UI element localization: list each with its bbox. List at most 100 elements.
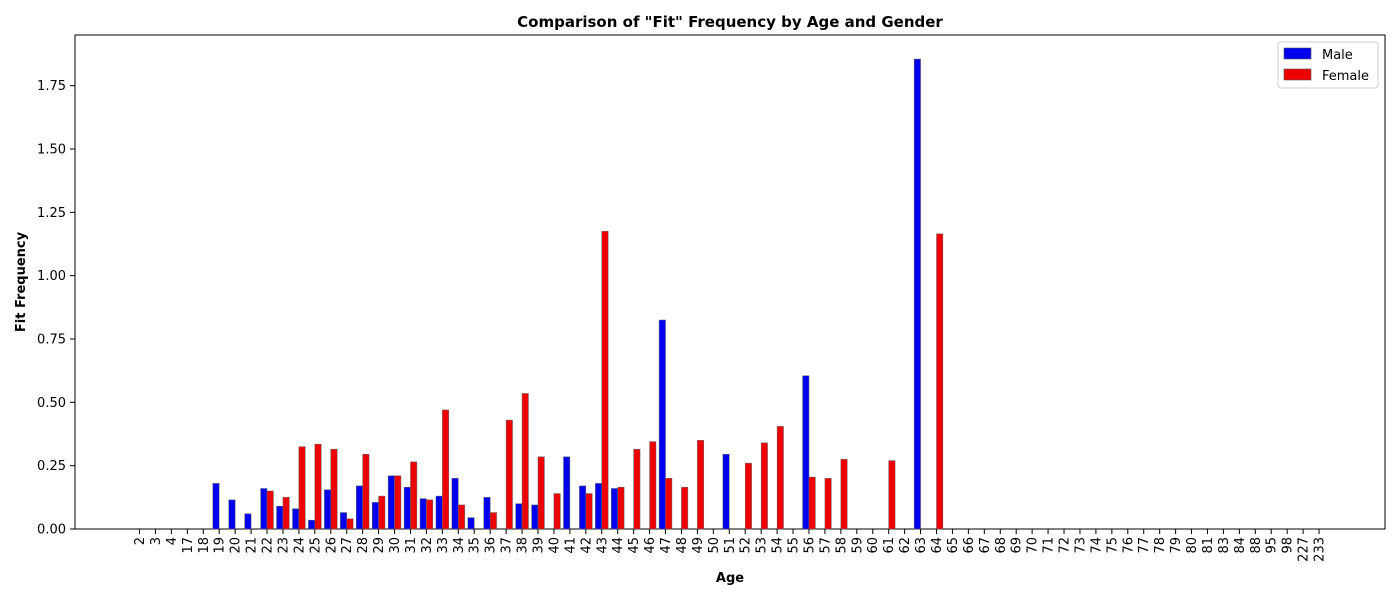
bar-female-age-23	[282, 497, 290, 530]
bar-female-age-40	[553, 493, 561, 530]
x-tick-label: 53	[755, 537, 770, 554]
x-tick-label: 233	[1313, 537, 1328, 562]
bar-male-age-35	[467, 517, 475, 530]
bar-male-age-44	[611, 488, 618, 530]
x-tick-label: 36	[484, 537, 499, 554]
x-tick-label: 32	[420, 537, 435, 554]
x-tick-label: 52	[739, 537, 754, 554]
bar-male-age-27	[340, 512, 347, 530]
bar-female-age-24	[298, 446, 306, 530]
x-tick-label: 84	[1233, 537, 1248, 554]
bar-male-age-24	[292, 508, 300, 530]
bars-layer	[212, 58, 944, 530]
bar-female-age-48	[681, 486, 689, 530]
x-tick-label: 60	[866, 537, 881, 554]
x-tick-label: 41	[563, 537, 578, 554]
x-tick-label: 66	[962, 537, 977, 554]
bar-male-age-43	[595, 483, 603, 530]
legend-label-female: Female	[1322, 69, 1369, 84]
bar-male-age-41	[563, 456, 571, 530]
x-tick-label: 79	[1169, 537, 1184, 554]
x-tick-label: 42	[579, 537, 594, 554]
bar-female-age-58	[840, 459, 848, 530]
x-tick-label: 43	[595, 537, 610, 554]
x-tick-label: 3	[149, 537, 164, 545]
y-tick-label: 1.75	[37, 79, 66, 94]
bar-male-age-38	[515, 503, 523, 530]
y-axis-ticks: 0.00 0.25 0.50 0.75 1.00 1.25 1.50 1.75	[37, 79, 75, 538]
x-tick-label: 24	[292, 537, 307, 554]
x-tick-label: 76	[1121, 537, 1136, 554]
y-tick-label: 1.25	[37, 206, 66, 221]
x-tick-label: 77	[1137, 537, 1152, 554]
y-axis-label: Fit Frequency	[14, 231, 29, 332]
x-tick-label: 19	[213, 537, 228, 554]
x-tick-label: 57	[818, 537, 833, 554]
x-tick-label: 54	[771, 537, 786, 554]
x-tick-label: 48	[675, 537, 690, 554]
bar-female-age-45	[633, 448, 641, 530]
bar-female-age-31	[410, 461, 418, 530]
x-tick-label: 69	[1010, 537, 1025, 554]
x-tick-label: 227	[1297, 537, 1312, 562]
x-tick-label: 62	[898, 537, 913, 554]
bar-female-age-56	[808, 476, 816, 530]
bar-female-age-52	[744, 462, 752, 530]
bar-female-age-34	[458, 504, 465, 530]
plot-frame	[74, 34, 1386, 530]
x-tick-label: 29	[372, 537, 387, 554]
x-tick-label: 46	[643, 537, 658, 554]
x-tick-label: 40	[547, 537, 562, 554]
bar-male-age-31	[403, 486, 411, 530]
y-tick-label: 1.00	[37, 269, 66, 284]
bar-female-age-47	[665, 478, 673, 530]
bar-male-age-29	[371, 502, 379, 530]
x-tick-label: 75	[1105, 537, 1120, 554]
x-tick-label: 33	[436, 537, 451, 554]
x-tick-label: 68	[994, 537, 1009, 554]
x-tick-label: 20	[229, 537, 244, 554]
x-tick-label: 88	[1249, 537, 1264, 554]
x-tick-label: 30	[388, 537, 403, 554]
x-tick-label: 37	[500, 537, 515, 554]
x-tick-label: 80	[1185, 537, 1200, 554]
x-tick-label: 64	[930, 537, 945, 554]
x-tick-label: 59	[850, 537, 865, 554]
bar-male-age-39	[531, 504, 539, 530]
bar-female-age-26	[330, 448, 338, 530]
x-tick-label: 67	[978, 537, 993, 554]
bar-female-age-25	[314, 443, 322, 530]
x-tick-label: 74	[1089, 537, 1104, 554]
bar-male-age-23	[276, 505, 284, 530]
bar-female-age-42	[585, 493, 593, 530]
bar-female-age-28	[362, 454, 370, 530]
chart-title: Comparison of "Fit" Frequency by Age and…	[517, 13, 943, 31]
bar-female-age-49	[697, 440, 705, 530]
bar-male-age-34	[451, 478, 459, 530]
y-tick-label: 0.75	[37, 333, 66, 348]
x-tick-label: 70	[1026, 537, 1041, 554]
x-tick-label: 98	[1281, 537, 1296, 554]
x-tick-label: 49	[691, 537, 706, 554]
x-tick-label: 28	[356, 537, 371, 554]
bar-male-age-56	[802, 375, 810, 530]
bar-female-age-36	[489, 512, 497, 530]
y-tick-label: 1.50	[37, 143, 66, 158]
x-tick-label: 21	[245, 537, 260, 554]
x-tick-label: 17	[181, 537, 196, 554]
bar-male-age-42	[579, 485, 587, 530]
x-tick-label: 44	[611, 537, 626, 554]
bar-male-age-26	[324, 489, 332, 530]
x-tick-label: 27	[340, 537, 355, 554]
bar-female-age-39	[537, 456, 545, 530]
bar-female-age-64	[936, 233, 944, 530]
x-tick-label: 95	[1265, 537, 1280, 554]
x-tick-label: 71	[1042, 537, 1057, 554]
bar-male-age-25	[308, 519, 316, 530]
bar-male-age-33	[435, 495, 443, 530]
x-tick-label: 72	[1058, 537, 1073, 554]
x-tick-label: 47	[659, 537, 674, 554]
x-tick-label: 61	[882, 537, 897, 554]
bar-male-age-36	[483, 497, 491, 530]
